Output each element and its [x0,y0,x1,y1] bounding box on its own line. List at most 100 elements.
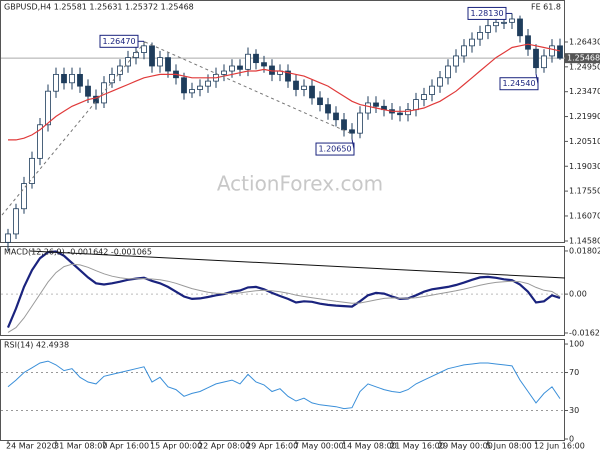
candle-body [493,21,499,27]
candle-body [413,99,419,111]
y-tick-label: 1.26430 [569,37,600,46]
candle-body [365,102,371,114]
candle-body [101,82,107,104]
candle-body [141,45,147,53]
candle-body [165,57,171,72]
y-tick-label: 1.23470 [569,87,600,96]
candle-body [237,65,243,70]
candle-body [317,97,323,106]
indicator-line [7,263,561,333]
candle-body [477,32,483,40]
candle-body [117,65,123,75]
candle-body [509,18,515,23]
candle-body [557,45,563,59]
candle-body [525,35,531,50]
y-tick-label: 1.16070 [569,211,600,220]
rsi-panel [0,339,565,441]
y-tick-label: -0.016237 [569,328,600,337]
candle-body [429,85,435,95]
x-tick-label: 22 Apr 08:00 [198,442,250,450]
candle-body [533,48,539,69]
y-tick-label: 30 [569,406,579,415]
candle-body [29,157,35,184]
candle-body [85,85,91,97]
x-tick-label: 7 May 00:00 [294,442,344,450]
rsi-title: RSI(14) 42.4938 [4,341,69,350]
candle-body [357,112,363,134]
x-tick-label: 7 Apr 16:00 [102,442,149,450]
x-tick-label: 21 May 16:00 [390,442,445,450]
y-tick-label: 1.19030 [569,162,600,171]
candle-body [69,73,75,84]
candle-body [421,94,427,100]
indicator-line [7,360,561,410]
candle-body [149,45,155,67]
candle-body [405,109,411,116]
y-tick-label: 0.018025 [569,246,600,255]
candle-body [229,65,235,72]
candle-body [485,25,491,33]
x-tick-label: 14 May 08:00 [342,442,397,450]
annotation-label: 1.28130 [470,9,503,18]
candle-body [301,85,307,90]
candle-body [469,38,475,47]
indicator-line [8,43,561,141]
corner-label: FE 61.8 [531,3,561,12]
chart-title: GBPUSD,H4 1.25581 1.25631 1.25372 1.2546… [4,3,194,12]
candle-body [325,104,331,114]
annotation-leader [351,138,355,150]
macd-panel [0,246,565,336]
candle-body [517,18,523,37]
x-tick-label: 5 Jun 08:00 [486,442,532,450]
annotation-label: 1.26470 [102,37,135,46]
candle-body [245,53,251,70]
candle-body [445,65,451,79]
candle-body [349,129,355,134]
y-tick-label: 70 [569,368,579,377]
annotation-label: 1.24540 [502,79,535,88]
candle-body [5,233,11,243]
last-price-label: 1.25468 [567,54,600,63]
candle-body [181,77,187,94]
candle-body [341,119,347,131]
candle-body [261,62,267,67]
annotation-label: 1.20650 [318,145,351,154]
macd-trend-line [29,250,566,279]
x-tick-label: 31 Mar 08:00 [54,442,107,450]
candle-body [157,57,163,67]
y-tick-label: 1.24950 [569,62,600,71]
candle-body [21,183,27,210]
candle-body [205,80,211,87]
candle-body [221,70,227,75]
x-tick-label: 24 Mar 2020 [6,442,57,450]
candle-body [45,90,51,126]
candle-body [293,80,299,90]
x-tick-label: 29 Apr 16:00 [246,442,298,450]
candle-body [189,89,195,94]
candle-body [461,45,467,57]
trend-line [144,41,351,134]
candle-body [453,55,459,67]
candle-body [133,52,139,59]
candle-body [501,21,507,24]
candle-body [333,112,339,121]
candle-body [13,208,19,235]
candle-body [285,70,291,82]
y-tick-label: 1.21990 [569,112,600,121]
candle-body [253,53,259,64]
candle-body [549,45,555,57]
main-panel [0,0,565,243]
candle-body [109,73,115,84]
candle-body [397,112,403,116]
last-price-box [565,53,600,64]
candle-body [197,85,203,90]
candle-body [93,95,99,104]
y-tick-label: 1.14580 [569,236,600,245]
x-tick-label: 12 Jun 16:00 [534,442,585,450]
x-tick-label: 15 Apr 00:00 [150,442,202,450]
macd-title: MACD(12,26,9) -0.001642 -0.001065 [4,248,152,257]
x-tick-label: 29 May 00:00 [438,442,493,450]
y-tick-label: 100 [569,340,584,349]
candle-body [309,85,315,99]
